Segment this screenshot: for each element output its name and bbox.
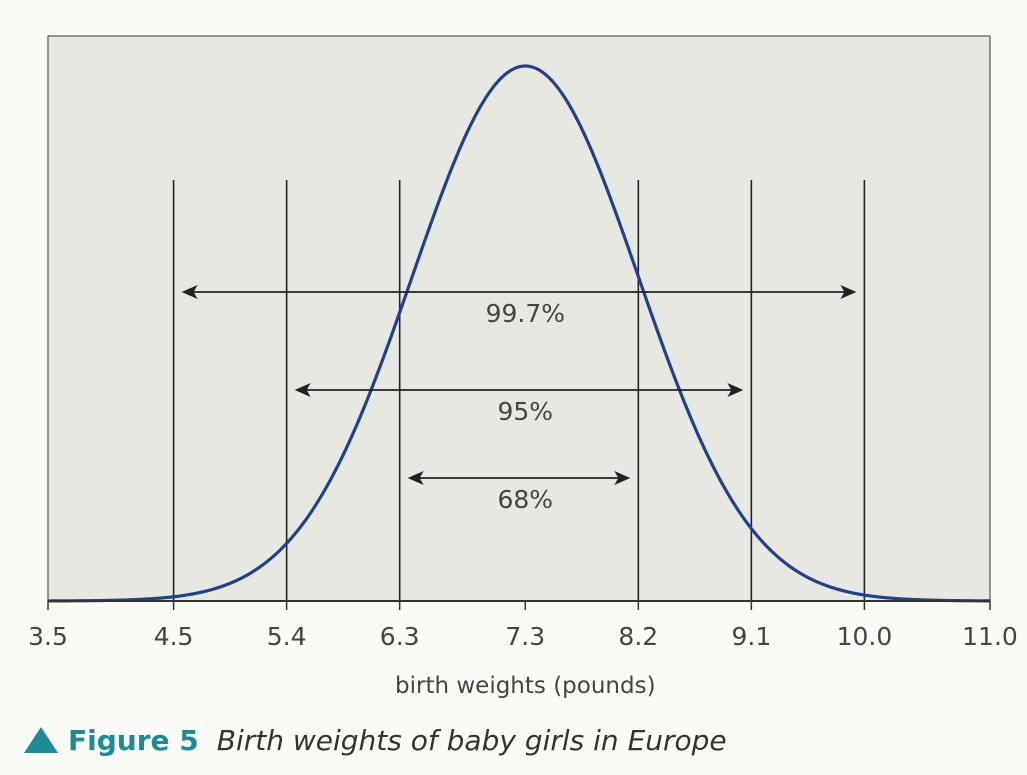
x-tick-label: 7.3 [505,622,545,651]
arrowhead-right-icon [840,285,857,299]
x-tick-label: 4.5 [154,622,194,651]
triangle-up-icon [24,727,58,753]
arrowhead-left-icon [407,471,424,485]
arrowhead-left-icon [294,383,311,397]
x-tick-label: 3.5 [28,622,68,651]
x-tick-label: 11.0 [962,622,1018,651]
interval-1: 95% [294,383,744,426]
normal-distribution-curve [47,64,991,603]
figure-title: Birth weights of baby girls in Europe [216,723,727,757]
interval-2: 68% [407,471,631,514]
arrowhead-right-icon [614,471,631,485]
x-axis-title: birth weights (pounds) [395,673,656,699]
arrowhead-right-icon [727,383,744,397]
figure-label: Figure 5 [68,723,199,757]
plot-area [47,35,991,602]
x-tick-label: 5.4 [267,622,307,651]
arrowhead-left-icon [181,285,198,299]
interval-label: 99.7% [486,299,565,328]
interval-label: 95% [497,397,553,426]
interval-0: 99.7% [181,285,857,328]
chart: 3.5 4.5 5.4 6.3 7.3 8.2 9.1 10.0 11.0 99.7% 95% 68… [28,35,1018,699]
x-tick-label: 8.2 [618,622,658,651]
figure-caption: Figure 5 Birth weights of baby girls in … [24,715,727,765]
x-tick-label: 9.1 [731,622,771,651]
x-tick-label: 10.0 [837,622,893,651]
x-tick-label: 6.3 [380,622,420,651]
interval-label: 68% [497,485,553,514]
